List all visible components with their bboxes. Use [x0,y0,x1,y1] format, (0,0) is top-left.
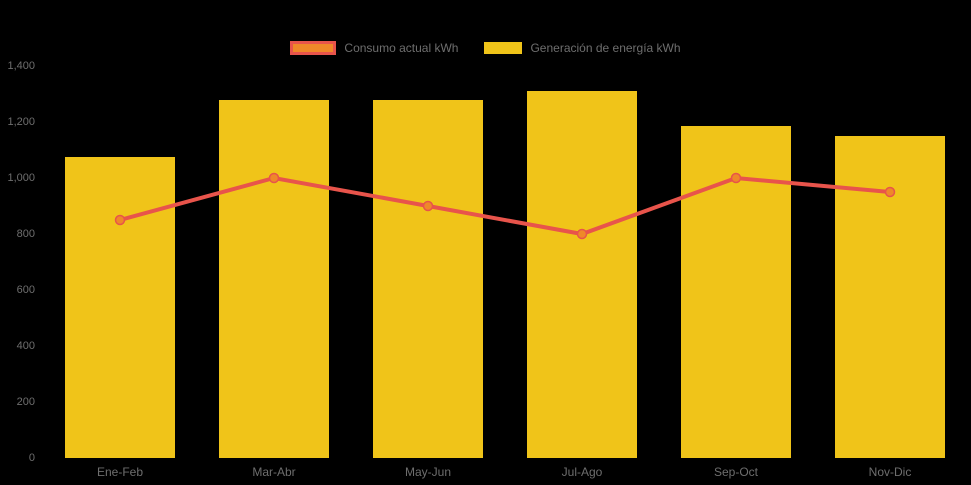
y-tick-label: 800 [16,228,35,240]
x-axis-label-nov-dic: Nov-Dic [868,465,912,479]
y-tick-label: 1,400 [7,60,35,72]
x-axis-label-sep-oct: Sep-Oct [713,465,758,479]
chart-legend: Consumo actual kWh Generación de energía… [0,41,971,55]
bar-jul-ago[interactable] [527,91,637,458]
line-marker-jul-ago[interactable] [576,228,588,240]
line-marker-mar-abr[interactable] [268,172,280,184]
y-tick-label: 1,000 [7,172,35,184]
line-marker-may-jun[interactable] [422,200,434,212]
bar-ene-feb[interactable] [65,157,175,458]
x-axis-label-mar-abr: Mar-Abr [252,465,296,479]
line-marker-nov-dic[interactable] [884,186,896,198]
x-axis-label-jul-ago: Jul-Ago [561,465,603,479]
y-tick-label: 200 [16,396,35,408]
legend-label-consumo-actual: Consumo actual kWh [344,41,459,55]
consumo-actual-swatch-icon [290,41,337,55]
line-marker-sep-oct[interactable] [730,172,742,184]
y-tick-label: 0 [28,452,35,464]
y-tick-label: 1,200 [7,116,35,128]
bar-may-jun[interactable] [373,99,483,458]
line-marker-ene-feb[interactable] [114,214,126,226]
y-tick-label: 400 [16,340,35,352]
x-axis-label-ene-feb: Ene-Feb [96,465,144,479]
legend-item-generacion-energia[interactable]: Generación de energía kWh [484,41,681,55]
bar-nov-dic[interactable] [835,136,945,458]
x-axis-label-may-jun: May-Jun [404,465,451,479]
y-tick-label: 600 [16,284,35,296]
legend-item-consumo-actual[interactable]: Consumo actual kWh [290,41,458,55]
generacion-energia-swatch-icon [484,42,523,54]
bar-mar-abr[interactable] [219,99,329,458]
legend-label-generacion-energia: Generación de energía kWh [530,41,681,55]
